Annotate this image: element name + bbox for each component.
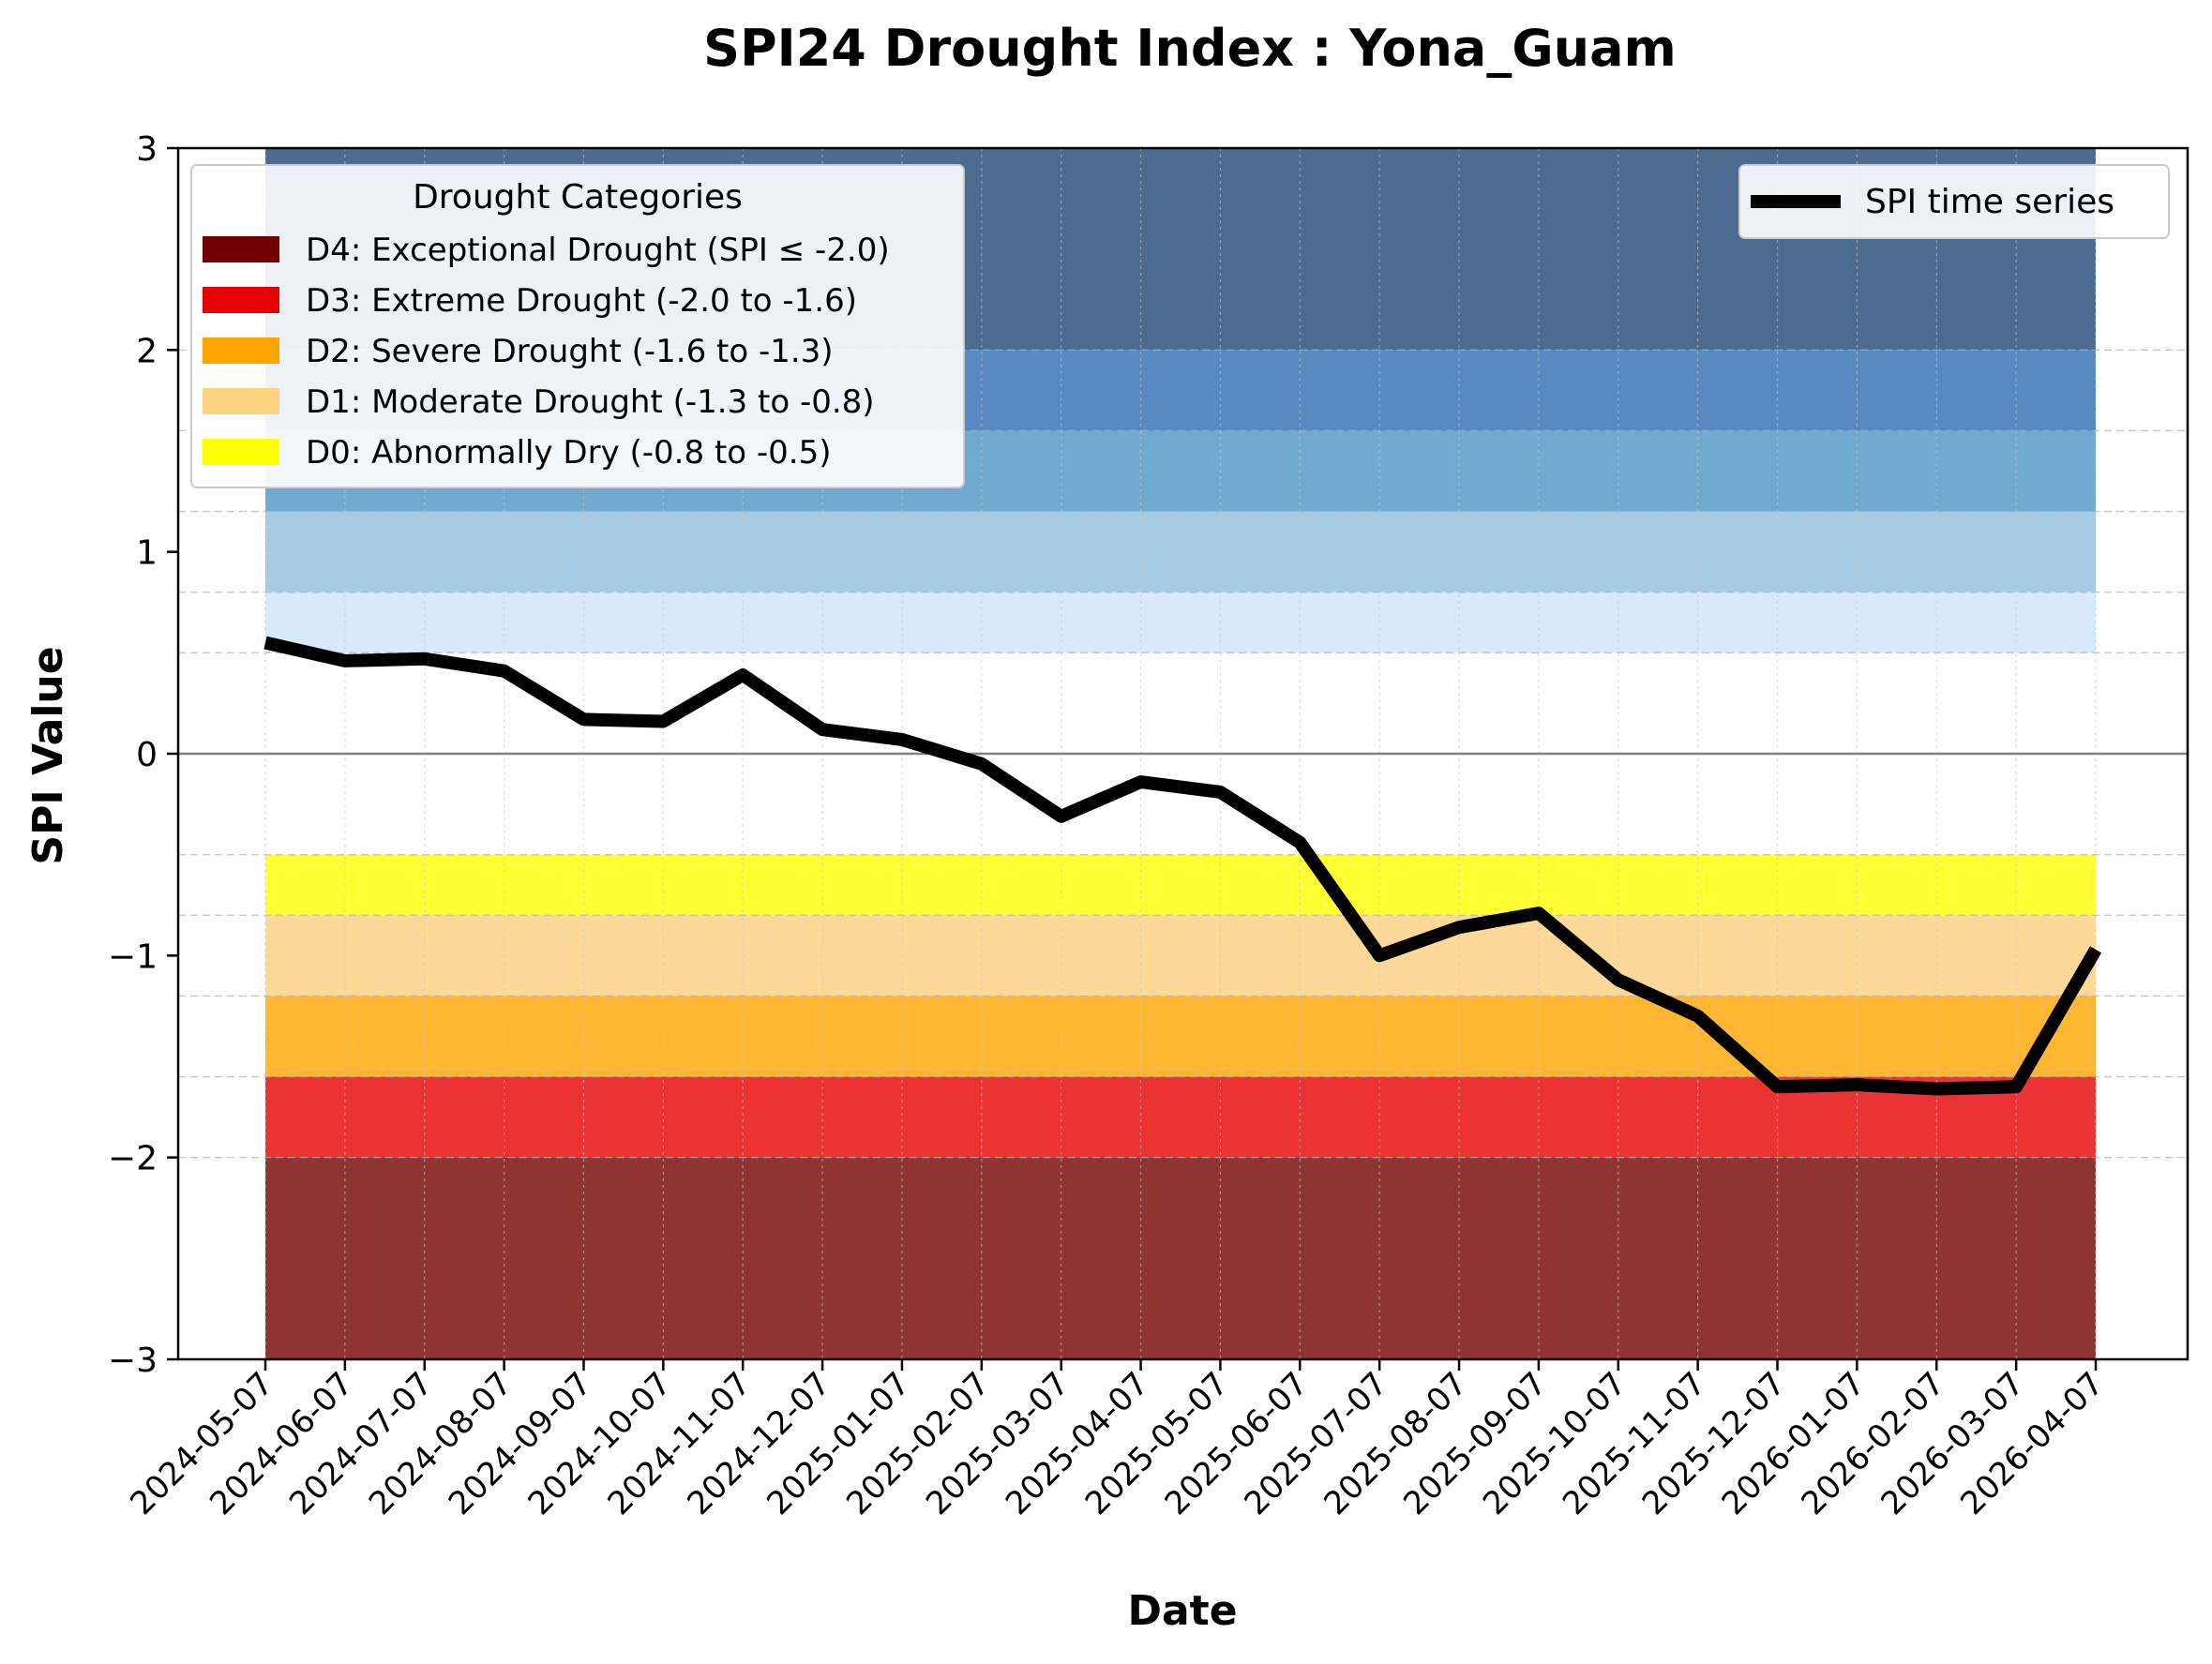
y-tick-label-4: −1 xyxy=(108,937,158,976)
y-tick-label-3: 0 xyxy=(136,736,158,774)
legend-series-label: SPI time series xyxy=(1865,183,2114,221)
legend-swatch-1 xyxy=(203,287,279,313)
legend-item-label-3: D1: Moderate Drought (-1.3 to -0.8) xyxy=(306,383,875,421)
drought-bands xyxy=(265,148,2096,1359)
y-tick-label-2: 1 xyxy=(136,534,158,573)
series-layer xyxy=(263,636,2102,1096)
legend-item-label-0: D4: Exceptional Drought (SPI ≤ -2.0) xyxy=(306,232,890,269)
y-tick-label-1: 2 xyxy=(136,332,158,370)
band-3 xyxy=(265,511,2096,592)
legend-swatch-0 xyxy=(203,236,279,262)
band-6 xyxy=(265,915,2096,997)
band-4 xyxy=(265,592,2096,653)
y-tick-label-5: −2 xyxy=(108,1140,158,1178)
legend-categories-title: Drought Categories xyxy=(413,178,743,217)
legend-swatch-3 xyxy=(203,388,279,414)
band-7 xyxy=(265,996,2096,1077)
chart-title: SPI24 Drought Index : Yona_Guam xyxy=(703,19,1677,78)
band-5 xyxy=(265,854,2096,916)
band-9 xyxy=(265,1157,2096,1359)
y-tick-label-0: 3 xyxy=(136,130,158,169)
legend-series-box xyxy=(1738,164,2170,239)
legends: Drought Categories D4: Exceptional Drough… xyxy=(190,164,2170,488)
legend-swatch-4 xyxy=(203,439,279,465)
x-axis-label: Date xyxy=(1127,1587,1237,1635)
legend-item-label-4: D0: Abnormally Dry (-0.8 to -0.5) xyxy=(306,434,831,472)
grid-lines xyxy=(178,148,2188,1359)
legend-swatch-2 xyxy=(203,337,279,364)
series-line-0 xyxy=(263,636,2102,1096)
y-axis-label: SPI Value xyxy=(24,646,72,864)
legend-categories-box xyxy=(190,164,965,488)
legend-item-label-2: D2: Severe Drought (-1.6 to -1.3) xyxy=(306,333,834,370)
y-tick-label-6: −3 xyxy=(108,1342,158,1380)
legend-item-label-1: D3: Extreme Drought (-2.0 to -1.6) xyxy=(306,282,857,320)
